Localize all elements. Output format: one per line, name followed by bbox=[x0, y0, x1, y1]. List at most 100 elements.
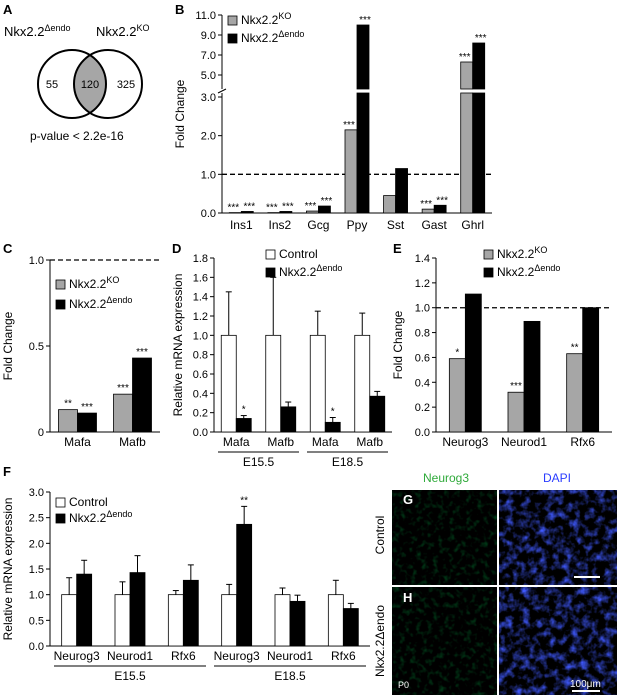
venn-label-right: Nkx2.2KO bbox=[96, 23, 149, 39]
g-panel-letter: G bbox=[403, 492, 413, 507]
f-group-label: E18.5 bbox=[274, 669, 306, 683]
b-y-tick-label: 2.0 bbox=[201, 131, 216, 143]
f-bar bbox=[114, 594, 131, 647]
b-legend-ko-label: Nkx2.2KO bbox=[241, 11, 291, 27]
f-bar bbox=[327, 594, 344, 647]
chart-e: Fold Change 0.0 0.2 0.4 0.6 0.8 1.0 1.2 1.4 * Neur… bbox=[391, 245, 612, 449]
f-x-tick-label: Rfx6 bbox=[171, 649, 196, 663]
b-bar bbox=[240, 211, 254, 214]
b-bar bbox=[395, 168, 408, 214]
c-significance: *** bbox=[81, 402, 93, 413]
d-y-tick-label: 1.6 bbox=[193, 272, 208, 284]
f-significance: ** bbox=[240, 495, 248, 506]
b-y-tick-label: 3.0 bbox=[201, 92, 216, 104]
panel-letter-f: F bbox=[3, 464, 11, 479]
d-x-tick-label: Mafb bbox=[267, 435, 294, 449]
c-significance: *** bbox=[117, 383, 129, 394]
b-x-tick-label: Sst bbox=[387, 218, 405, 232]
b-x-tick-label: Gcg bbox=[307, 218, 329, 232]
e-y-tick-label: 0.2 bbox=[415, 402, 430, 414]
c-x-tick-label: Mafa bbox=[64, 435, 91, 449]
b-x-tick-label: Ghrl bbox=[461, 218, 484, 232]
b-axis-break-mark bbox=[217, 88, 227, 94]
d-bar bbox=[309, 334, 326, 433]
f-y-tick-label: 2.0 bbox=[29, 538, 44, 550]
f-x-tick-label: Neurod1 bbox=[267, 649, 313, 663]
d-y-tick-label: 1.8 bbox=[193, 253, 208, 265]
f-y-tick-label: 0.0 bbox=[29, 641, 44, 653]
d-significance: * bbox=[242, 405, 246, 416]
d-bar bbox=[235, 418, 252, 433]
d-bar bbox=[265, 334, 282, 433]
f-y-tick-label: 0.5 bbox=[29, 615, 44, 627]
f-bar bbox=[274, 594, 291, 647]
h-age-label: P0 bbox=[398, 680, 409, 690]
d-significance: * bbox=[331, 407, 335, 418]
g-row-label: Control bbox=[373, 516, 387, 555]
channel-neurog3-title: Neurog3 bbox=[423, 471, 469, 485]
f-legend-control-swatch bbox=[55, 497, 66, 508]
e-bar bbox=[582, 307, 600, 433]
f-bar bbox=[221, 594, 238, 647]
e-significance: * bbox=[455, 348, 459, 359]
d-y-tick-label: 0.0 bbox=[193, 427, 208, 439]
b-bar bbox=[279, 211, 293, 214]
h-neurog3-signal bbox=[392, 587, 497, 695]
c-bar bbox=[77, 412, 97, 433]
d-x-tick-label: Mafb bbox=[356, 435, 383, 449]
b-significance: *** bbox=[420, 199, 432, 210]
d-y-tick-label: 1.2 bbox=[193, 311, 208, 323]
venn-left-count: 55 bbox=[46, 79, 58, 91]
panel-letter-c: C bbox=[3, 241, 13, 256]
b-significance: *** bbox=[227, 203, 239, 214]
b-significance: *** bbox=[459, 52, 471, 63]
c-y-tick-label: 0 bbox=[38, 427, 44, 439]
venn-label-left: Nkx2.2Δendo bbox=[4, 23, 71, 39]
e-y-tick-label: 0.0 bbox=[415, 427, 430, 439]
d-y-tick-label: 1.4 bbox=[193, 292, 208, 304]
c-legend-ko-label: Nkx2.2KO bbox=[69, 275, 119, 291]
b-bar-upper bbox=[472, 42, 486, 90]
chart-b: Fold Change 0.0 1.0 2.0 3.0 5.0 7.0 9.0 11.0 *** *… bbox=[173, 10, 492, 232]
d-y-tick-label: 0.6 bbox=[193, 369, 208, 381]
b-bar bbox=[433, 204, 447, 214]
f-bar bbox=[289, 600, 306, 647]
e-y-label: Fold Change bbox=[391, 310, 405, 379]
f-x-tick-label: Neurog3 bbox=[54, 649, 100, 663]
d-legend-control-swatch bbox=[265, 249, 276, 260]
f-group-label: E15.5 bbox=[114, 669, 146, 683]
e-y-tick-label: 1.4 bbox=[415, 253, 430, 265]
b-significance: *** bbox=[436, 195, 448, 206]
panel-letter-b: B bbox=[175, 2, 185, 17]
venn-pvalue: p-value < 2.2e-16 bbox=[30, 129, 124, 143]
c-y-tick-label: 0.5 bbox=[29, 341, 44, 353]
microscopy-panels: Neurog3 DAPI Control G Nkx2.2Δendo H P0 … bbox=[373, 471, 617, 695]
c-legend-endo-label: Nkx2.2Δendo bbox=[69, 295, 132, 311]
c-y-label: Fold Change bbox=[1, 311, 15, 380]
e-bar bbox=[507, 391, 525, 433]
b-bar-lower bbox=[356, 92, 370, 214]
b-x-tick-label: Gast bbox=[421, 218, 447, 232]
channel-dapi-title: DAPI bbox=[543, 471, 571, 485]
b-bar-upper bbox=[460, 61, 474, 90]
b-legend-ko-swatch bbox=[227, 15, 238, 26]
e-x-tick-label: Neurog3 bbox=[442, 435, 488, 449]
b-x-tick-label: Ppy bbox=[347, 218, 368, 232]
e-x-tick-label: Neurod1 bbox=[501, 435, 547, 449]
f-bar bbox=[236, 523, 253, 647]
b-y-tick-label: 9.0 bbox=[201, 30, 216, 42]
chart-f: Relative mRNA expression 0.0 0.5 1.0 1.5 2.0 2… bbox=[1, 487, 370, 683]
chart-d: Relative mRNA expression 0.0 0.2 0.4 0.6 0.8 1… bbox=[171, 247, 392, 466]
e-y-tick-label: 0.4 bbox=[415, 377, 430, 389]
c-x-tick-label: Mafb bbox=[119, 435, 146, 449]
c-bar bbox=[113, 393, 133, 433]
f-bar bbox=[182, 579, 199, 647]
b-y-tick-label: 0.0 bbox=[201, 208, 216, 220]
d-y-tick-label: 0.8 bbox=[193, 350, 208, 362]
h-row-label: Nkx2.2Δendo bbox=[373, 605, 387, 677]
d-bar bbox=[324, 421, 341, 433]
e-y-tick-label: 1.2 bbox=[415, 278, 430, 290]
panel-letter-a: A bbox=[3, 2, 13, 17]
venn-right-count: 325 bbox=[117, 79, 135, 91]
